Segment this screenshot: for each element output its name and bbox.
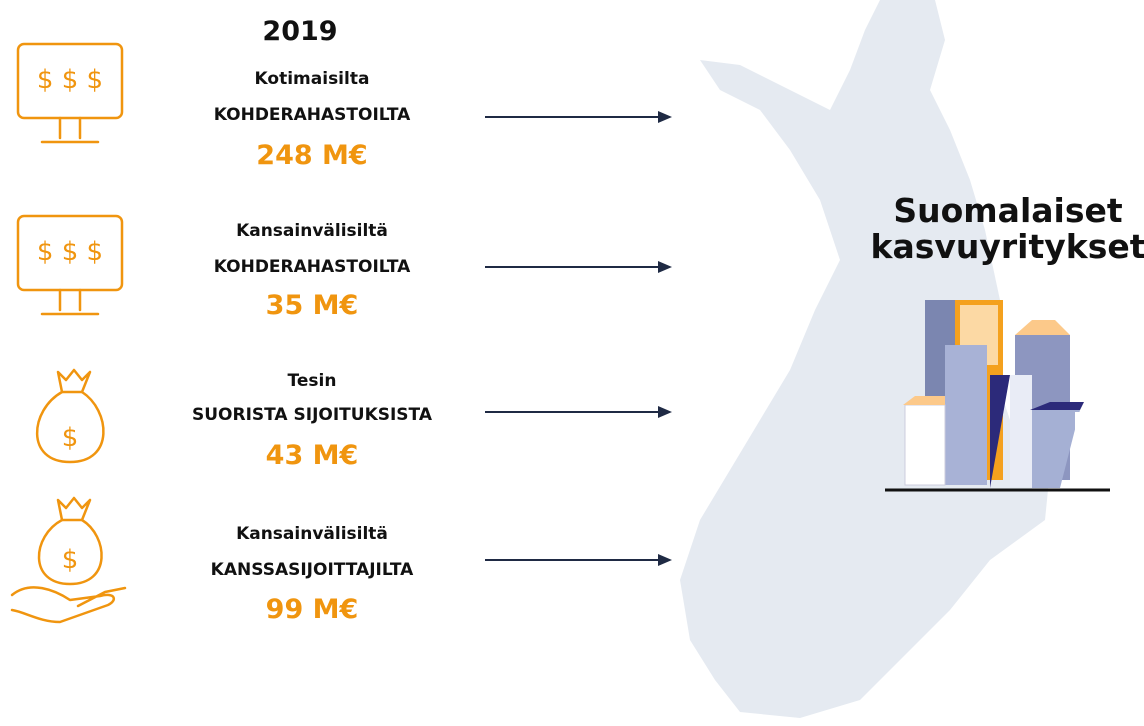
item-label: SUORISTA SIJOITUKSISTA — [192, 405, 433, 425]
amount: 99 M€ — [266, 594, 359, 625]
money-bag-hand-icon: $ — [12, 498, 125, 622]
svg-text:$ $ $: $ $ $ — [37, 237, 103, 267]
arrows — [485, 111, 672, 566]
monitor-icon: $ $ $ — [18, 216, 122, 314]
item-label: Kansainvälisiltä — [236, 221, 388, 241]
item-label: KOHDERAHASTOILTA — [214, 105, 411, 125]
item-label: Kotimaisilta — [255, 69, 370, 89]
items: Kotimaisilta KOHDERAHASTOILTA 248 M€ Kansai… — [192, 69, 433, 625]
amount: 35 M€ — [266, 290, 359, 321]
item-label: Tesin — [288, 371, 337, 391]
item-label: Kansainvälisiltä — [236, 524, 388, 544]
item-label: KOHDERAHASTOILTA — [214, 257, 411, 277]
target-line1: Suomalaiset — [893, 191, 1123, 230]
money-bag-icon: $ — [37, 370, 103, 462]
svg-text:$: $ — [62, 423, 79, 453]
item-label: KANSSASIJOITTAJILTA — [211, 560, 414, 580]
amount: 248 M€ — [256, 140, 367, 171]
title: 2019 — [262, 16, 337, 47]
amount: 43 M€ — [266, 440, 359, 471]
svg-text:$ $ $: $ $ $ — [37, 65, 103, 95]
target-line2: kasvuyritykset — [871, 227, 1144, 266]
svg-text:$: $ — [62, 545, 79, 575]
monitor-icon: $ $ $ — [18, 44, 122, 142]
